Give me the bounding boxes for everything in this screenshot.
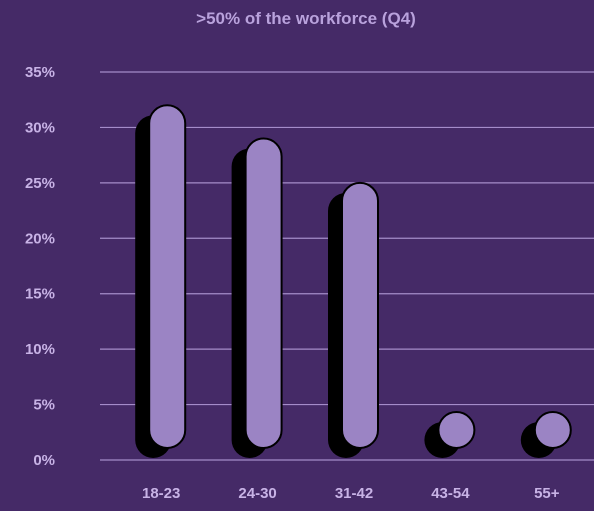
bar-group [520,411,572,458]
x-axis-ticks: 18-23 24-30 31-42 43-54 55+ [142,485,560,502]
y-tick-label: 35% [25,64,55,81]
y-tick-label: 5% [33,397,55,414]
y-tick-label: 15% [25,286,55,303]
x-tick-label: 31-42 [335,485,373,502]
bar-group [424,411,476,458]
bar-group [135,104,187,458]
x-tick-label: 24-30 [238,485,276,502]
bar [244,137,283,449]
bar-group [231,137,283,458]
y-axis-ticks: 0% 5% 10% 15% 20% 25% 30% 35% [25,64,55,469]
x-tick-label: 55+ [534,485,560,502]
chart-title: >50% of the workforce (Q4) [196,9,416,28]
x-tick-label: 18-23 [142,485,180,502]
bar-group [328,181,379,458]
y-tick-label: 30% [25,119,55,136]
bar [341,181,379,449]
y-tick-label: 10% [25,341,55,358]
y-tick-label: 20% [25,230,55,247]
x-tick-label: 43-54 [431,485,470,502]
bars [135,104,572,458]
bar [148,104,187,449]
y-tick-label: 25% [25,175,55,192]
bar [533,411,572,449]
bar [437,411,476,449]
y-tick-label: 0% [33,452,55,469]
